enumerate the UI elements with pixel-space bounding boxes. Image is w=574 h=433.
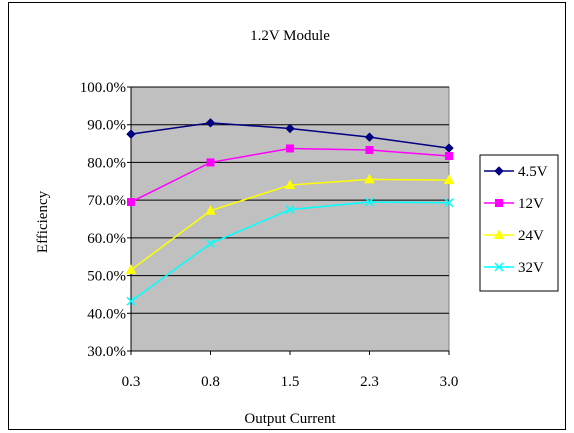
data-point-32v [444, 198, 454, 208]
data-point-4-5v [285, 123, 295, 134]
data-point-24v [364, 173, 375, 184]
marker-stroke [364, 197, 375, 207]
y-tick-label: 90.0% [87, 118, 126, 134]
y-tick-label: 60.0% [87, 231, 126, 247]
series-12v [127, 144, 453, 207]
legend-item-4-5v: 4.5V [484, 164, 548, 180]
y-tick-label: 50.0% [87, 269, 126, 285]
marker-stroke [285, 205, 295, 215]
marker-stroke [444, 198, 454, 208]
legend-label: 24V [518, 228, 544, 244]
legend-label: 32V [518, 260, 544, 276]
x-tick-label: 1.5 [281, 374, 300, 390]
y-tick-label: 30.0% [87, 344, 126, 360]
series-24v [125, 173, 455, 274]
y-tick-label: 80.0% [87, 155, 126, 171]
y-axis: 30.0% 40.0% 50.0% 60.0% 70.0% 80.0% 90.0% 100.0… [80, 80, 132, 360]
legend-marker [493, 229, 505, 239]
legend-marker [494, 166, 504, 176]
data-point-4-5v [205, 118, 216, 128]
x-axis: 0.3 0.8 1.5 2.3 3.0 [122, 350, 459, 390]
data-point-12v [206, 158, 215, 167]
legend-label: 12V [518, 196, 544, 212]
marker-stroke [494, 262, 504, 272]
data-point-4-5v [126, 129, 136, 139]
y-tick-label: 70.0% [87, 193, 126, 209]
x-axis-label: Output Current [244, 411, 336, 427]
legend-marker [494, 262, 504, 272]
y-axis-label: Efficiency [35, 190, 51, 253]
data-point-24v [125, 264, 137, 274]
data-point-32v [205, 238, 216, 249]
series-4-5v [126, 118, 454, 153]
series-layer [125, 118, 455, 306]
series-32v [126, 197, 454, 306]
legend: 4.5V 12V 24V 32V [479, 154, 559, 292]
data-point-32v [126, 296, 136, 306]
x-tick-label: 0.3 [122, 374, 141, 390]
marker-stroke [126, 296, 136, 306]
chart-title: 1.2V Module [250, 28, 330, 44]
data-point-12v [365, 145, 374, 154]
data-point-32v [285, 205, 295, 215]
legend-marker [495, 199, 503, 207]
y-tick-label: 100.0% [80, 80, 126, 96]
legend-label: 4.5V [518, 164, 548, 180]
y-tick-label: 40.0% [87, 306, 126, 322]
x-tick-label: 0.8 [201, 374, 220, 390]
marker-stroke [205, 238, 216, 249]
x-tick-label: 2.3 [360, 374, 379, 390]
legend-item-24v: 24V [484, 228, 544, 244]
data-point-4-5v [364, 132, 375, 142]
data-point-24v [205, 205, 216, 215]
data-point-12v [127, 198, 135, 207]
data-point-12v [445, 152, 453, 161]
data-point-32v [364, 197, 375, 207]
data-point-24v [443, 174, 455, 185]
data-point-24v [284, 179, 296, 190]
x-tick-label: 3.0 [440, 374, 459, 390]
legend-box [479, 154, 559, 292]
gridlines [131, 86, 449, 314]
data-point-12v [286, 144, 294, 153]
legend-item-32v: 32V [484, 260, 544, 276]
legend-item-12v: 12V [484, 196, 544, 212]
